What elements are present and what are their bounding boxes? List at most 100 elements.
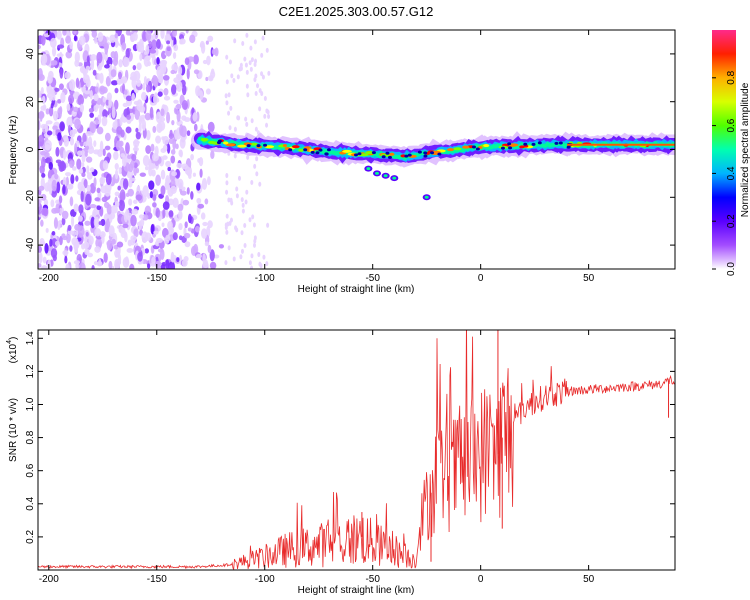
- noise-blob: [225, 100, 229, 106]
- noise-blob: [120, 230, 128, 239]
- noise-blob: [86, 184, 91, 192]
- noise-blob: [225, 180, 229, 186]
- noise-blob: [56, 30, 62, 40]
- noise-blob: [172, 197, 179, 209]
- spectrogram-x-ticks: -200 -150 -100 -50 0 50: [39, 30, 595, 284]
- noise-blob: [114, 99, 119, 110]
- noise-blob: [45, 108, 50, 115]
- noise-blob: [170, 185, 177, 195]
- signal-core: [430, 151, 435, 155]
- noise-blob: [81, 172, 86, 178]
- noise-blob: [155, 207, 160, 219]
- noise-blob: [89, 203, 97, 209]
- noise-blob: [42, 256, 47, 264]
- noise-blob: [233, 126, 237, 132]
- noise-blob: [79, 141, 84, 147]
- noise-blob: [105, 75, 111, 87]
- noise-blob: [205, 40, 209, 45]
- noise-blob: [71, 216, 75, 227]
- noise-blob: [177, 65, 183, 76]
- noise-blob: [112, 56, 119, 67]
- noise-blob: [48, 106, 54, 117]
- noise-blob: [155, 135, 162, 144]
- noise-blob: [245, 121, 249, 127]
- noise-blob: [63, 136, 70, 147]
- noise-blob: [166, 143, 171, 154]
- snr-x-tick-label: 50: [583, 574, 595, 585]
- spectrogram-y-tick-label: 0: [25, 146, 36, 152]
- noise-blob: [61, 233, 66, 239]
- signal-core: [326, 148, 331, 152]
- noise-blob: [135, 194, 143, 201]
- noise-blob: [108, 260, 113, 269]
- noise-blob: [162, 75, 170, 81]
- noise-blob: [144, 50, 148, 56]
- noise-blob: [232, 77, 236, 83]
- signal-core: [417, 150, 422, 154]
- signal-branch-core: [392, 176, 397, 180]
- noise-blob: [178, 210, 183, 220]
- noise-blob: [122, 154, 127, 167]
- noise-blob: [229, 197, 233, 203]
- noise-blob: [141, 91, 147, 101]
- noise-blob: [176, 257, 180, 263]
- chart-title: C2E1.2025.303.00.57.G12: [279, 4, 434, 19]
- noise-blob: [225, 189, 229, 195]
- noise-blob: [104, 43, 109, 55]
- noise-blob: [114, 260, 120, 269]
- noise-blob: [211, 48, 217, 55]
- noise-blob: [228, 125, 232, 131]
- snr-scale-exp: 4: [6, 340, 13, 344]
- spectrogram-heat-layer: [38, 30, 675, 269]
- colorbar-tick-label: 0.2: [726, 214, 737, 228]
- noise-blob: [121, 42, 127, 51]
- noise-blob: [151, 39, 158, 51]
- noise-blob: [265, 122, 269, 128]
- noise-blob: [149, 49, 157, 54]
- noise-blob: [258, 106, 262, 112]
- noise-blob: [225, 229, 229, 235]
- noise-blob: [147, 61, 152, 67]
- noise-blob: [106, 239, 113, 251]
- noise-blob: [111, 80, 118, 86]
- noise-blob: [52, 110, 59, 121]
- noise-blob: [237, 175, 241, 181]
- signal-peak: [446, 148, 455, 152]
- signal-core: [423, 154, 428, 158]
- noise-blob: [254, 91, 258, 97]
- colorbar-tick-label: 0.6: [726, 118, 737, 132]
- noise-blob: [260, 52, 264, 58]
- noise-blob: [184, 241, 191, 248]
- noise-blob: [175, 168, 180, 178]
- noise-blob: [102, 96, 107, 103]
- noise-blob: [267, 114, 271, 120]
- noise-blob: [188, 173, 192, 179]
- noise-blob: [163, 239, 170, 244]
- signal-core: [216, 141, 221, 145]
- noise-blob: [228, 59, 232, 65]
- noise-blob: [122, 223, 129, 229]
- noise-blob: [59, 68, 64, 79]
- noise-blob: [209, 249, 215, 262]
- snr-x-tick-label: 0: [478, 574, 484, 585]
- noise-blob: [85, 193, 92, 206]
- spectrogram-y-tick-label: -20: [25, 190, 36, 205]
- noise-blob: [133, 139, 140, 148]
- colorbar-ticks: 0.0 0.2 0.4 0.6 0.8: [712, 70, 737, 276]
- noise-blob: [74, 143, 78, 155]
- noise-blob: [243, 222, 247, 228]
- noise-blob: [85, 231, 89, 237]
- noise-blob: [121, 191, 126, 201]
- noise-blob: [173, 129, 179, 141]
- noise-blob: [225, 213, 229, 219]
- noise-blob: [248, 60, 252, 66]
- noise-blob: [225, 79, 229, 85]
- noise-blob: [88, 235, 94, 246]
- noise-blob: [162, 144, 168, 152]
- noise-blob: [90, 58, 95, 71]
- snr-y-tick-label: 1.2: [25, 364, 36, 378]
- noise-blob: [184, 57, 190, 66]
- noise-blob: [96, 205, 102, 211]
- noise-blob: [251, 214, 255, 220]
- noise-blob: [267, 70, 271, 76]
